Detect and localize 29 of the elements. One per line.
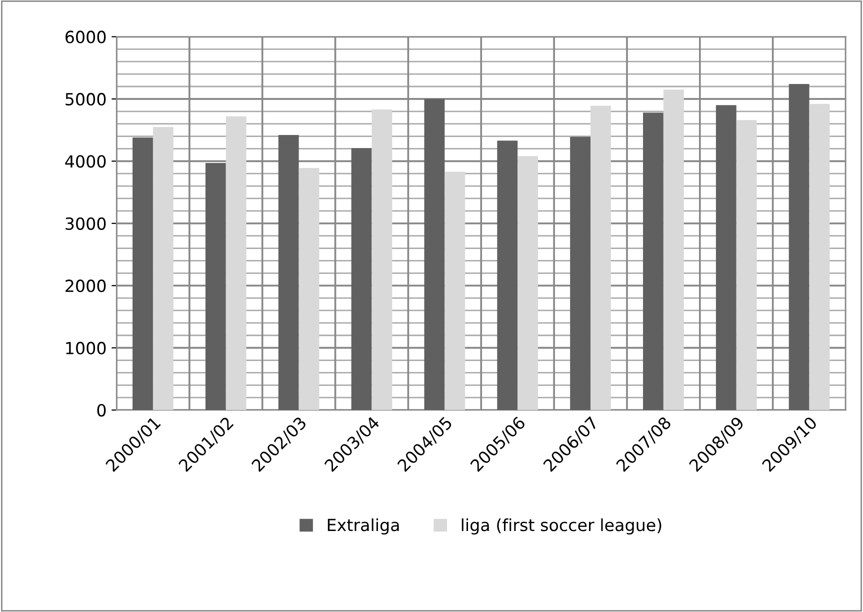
bar: [444, 172, 466, 410]
bar: [809, 104, 830, 410]
bar: [424, 98, 445, 410]
bar: [736, 120, 757, 410]
bar: [351, 148, 372, 410]
legend-label: Extraliga: [328, 518, 399, 534]
bar: [152, 126, 174, 410]
bar: [205, 163, 226, 410]
bar: [298, 168, 320, 410]
y-tick-label: 5000: [66, 92, 106, 106]
bar: [132, 138, 153, 410]
bar: [643, 112, 664, 410]
bar: [226, 116, 246, 410]
y-tick-label: 6000: [66, 30, 106, 44]
y-tick-label: 3000: [66, 217, 106, 230]
bar: [788, 84, 810, 410]
bar: [372, 110, 392, 410]
bar: [663, 90, 684, 410]
bar: [518, 156, 538, 410]
legend-label: liga (first soccer league): [462, 518, 662, 534]
bar: [716, 105, 736, 410]
y-tick-label: 4000: [65, 155, 106, 168]
bar: [278, 135, 299, 410]
bar: [570, 136, 591, 410]
y-tick-label: 2000: [66, 280, 106, 292]
y-tick-label: 1000: [66, 342, 106, 354]
y-tick-label: 0: [97, 404, 106, 417]
bar: [497, 140, 518, 410]
bar: [590, 106, 611, 410]
